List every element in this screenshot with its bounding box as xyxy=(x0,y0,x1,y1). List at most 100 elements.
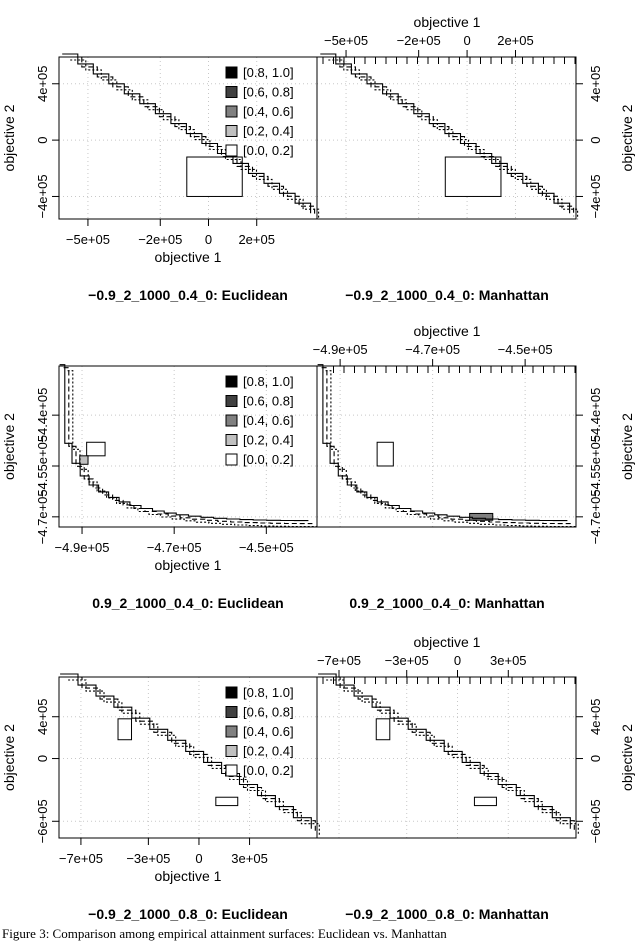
subplot-right xyxy=(316,364,577,528)
attainment-surface-line xyxy=(318,673,571,829)
legend-label: [0.4, 0.6] xyxy=(243,413,294,428)
subplot-title-manhattan: −0.9_2_1000_0.8_0: Manhattan xyxy=(345,906,549,922)
attainment-surface-line xyxy=(64,676,316,832)
attainment-surface-line xyxy=(68,679,320,835)
attainment-surface-line xyxy=(328,59,579,220)
legend-label: [0.8, 1.0] xyxy=(243,65,294,80)
attainment-region-box xyxy=(117,718,133,741)
legend-label: [0.6, 0.8] xyxy=(243,705,294,720)
attainment-region-box xyxy=(79,455,89,465)
plot-frame xyxy=(316,676,577,839)
y-tick-label: −4.4e+05 xyxy=(35,388,50,443)
x-axis-label: objective 1 xyxy=(155,868,222,884)
y-tick-label: −4.7e+05 xyxy=(35,489,50,544)
attainment-surface-line xyxy=(317,364,568,522)
legend-label: [0.6, 0.8] xyxy=(243,85,294,100)
subplot-left xyxy=(58,53,320,220)
subplot-title-euclidean: −0.9_2_1000_0.4_0: Euclidean xyxy=(88,287,288,303)
x-tick-label: −4.7e+05 xyxy=(147,540,202,555)
attainment-surface-line xyxy=(59,364,309,522)
x-tick-label: −5e+05 xyxy=(324,33,368,48)
x-tick-label: −7e+05 xyxy=(317,653,361,668)
attainment-region-box xyxy=(473,796,497,807)
x-tick-label: 0 xyxy=(454,653,461,668)
y-axis-label: objective 2 xyxy=(619,104,635,171)
legend-label: [0.4, 0.6] xyxy=(243,724,294,739)
subplot-title-euclidean: 0.9_2_1000_0.4_0: Euclidean xyxy=(92,595,283,611)
x-tick-label: 0 xyxy=(205,232,212,247)
attainment-surface-line xyxy=(67,370,317,528)
legend-swatch xyxy=(225,434,238,446)
x-axis-label: objective 1 xyxy=(414,634,481,650)
x-tick-label: 0 xyxy=(463,33,470,48)
y-tick-label: −4e+05 xyxy=(588,174,603,218)
x-axis-label: objective 1 xyxy=(155,557,222,573)
x-axis-label: objective 1 xyxy=(414,14,481,30)
legend-swatch xyxy=(225,66,238,79)
y-tick-label: 0 xyxy=(35,136,50,143)
attainment-region-box xyxy=(376,441,394,467)
legend-swatch xyxy=(225,86,238,98)
attainment-surface-line xyxy=(321,367,572,525)
y-axis-label: objective 2 xyxy=(1,724,17,791)
plot-frame xyxy=(316,56,577,220)
y-tick-label: 0 xyxy=(588,136,603,143)
x-tick-label: 3e+05 xyxy=(231,851,268,866)
legend-label: [0.4, 0.6] xyxy=(243,104,294,119)
subplot-right xyxy=(316,673,579,839)
legend-label: [0.0, 0.2] xyxy=(243,763,294,778)
y-tick-label: −4.55e+05 xyxy=(588,435,603,497)
legend-swatch xyxy=(225,105,238,118)
attainment-surface-line xyxy=(325,370,576,528)
attainment-surface-line xyxy=(60,673,312,829)
x-tick-label: 2e+05 xyxy=(238,232,275,247)
y-tick-label: −4e+05 xyxy=(35,174,50,218)
y-tick-label: −4.55e+05 xyxy=(35,435,50,497)
attainment-surface-line xyxy=(63,367,313,525)
chart-panel-2: −4.9e+05 −4.9e+05 −4.7e+05 −4.7e+05 −4.5e+05… xyxy=(1,323,635,611)
legend-swatch xyxy=(225,706,238,718)
y-tick-label: 4e+05 xyxy=(588,698,603,735)
attainment-surface-line xyxy=(322,676,575,832)
x-tick-label: −4.9e+05 xyxy=(55,540,110,555)
legend-label: [0.2, 0.4] xyxy=(243,744,294,759)
y-tick-label: −4.7e+05 xyxy=(588,489,603,544)
legend-swatch xyxy=(225,745,238,757)
legend-swatch xyxy=(225,686,238,699)
y-tick-label: 0 xyxy=(35,755,50,762)
y-tick-label: −6e+05 xyxy=(35,799,50,843)
legend-swatch xyxy=(225,725,238,738)
x-tick-label: −7e+05 xyxy=(59,851,103,866)
attainment-region-box xyxy=(215,796,239,807)
legend-label: [0.2, 0.4] xyxy=(243,124,294,139)
attainment-surface-line xyxy=(324,56,575,217)
attainment-surface-line xyxy=(62,53,312,214)
legend-label: [0.0, 0.2] xyxy=(243,143,294,158)
x-tick-label: −4.7e+05 xyxy=(405,342,460,357)
y-tick-label: 4e+05 xyxy=(35,698,50,735)
y-tick-label: −4.4e+05 xyxy=(588,388,603,443)
y-axis-label: objective 2 xyxy=(1,413,17,480)
legend-swatch xyxy=(225,125,238,137)
subplot-right xyxy=(316,53,579,220)
legend-swatch xyxy=(225,453,238,466)
x-tick-label: −2e+05 xyxy=(397,33,441,48)
y-axis-label: objective 2 xyxy=(619,724,635,791)
y-tick-label: −6e+05 xyxy=(588,799,603,843)
y-axis-label: objective 2 xyxy=(1,104,17,171)
x-tick-label: −5e+05 xyxy=(66,232,110,247)
x-tick-label: 3e+05 xyxy=(490,653,527,668)
legend-label: [0.2, 0.4] xyxy=(243,433,294,448)
attainment-region-box xyxy=(375,718,391,741)
subplot-title-manhattan: −0.9_2_1000_0.4_0: Manhattan xyxy=(345,287,549,303)
chart-panel-3: −7e+05 −7e+05 −3e+05 −3e+05 0 0 3e+05 3e+05 obje… xyxy=(1,634,635,922)
y-tick-label: 4e+05 xyxy=(35,66,50,103)
subplot-left xyxy=(58,364,318,528)
legend-swatch xyxy=(225,414,238,427)
attainment-figure: −5e+05 −5e+05 −2e+05 −2e+05 0 0 2e+05 2e+05 obje… xyxy=(1,14,635,922)
x-tick-label: −4.9e+05 xyxy=(313,342,368,357)
legend-swatch xyxy=(225,764,238,777)
legend-label: [0.8, 1.0] xyxy=(243,374,294,389)
x-tick-label: −3e+05 xyxy=(126,851,170,866)
y-axis-label: objective 2 xyxy=(619,413,635,480)
